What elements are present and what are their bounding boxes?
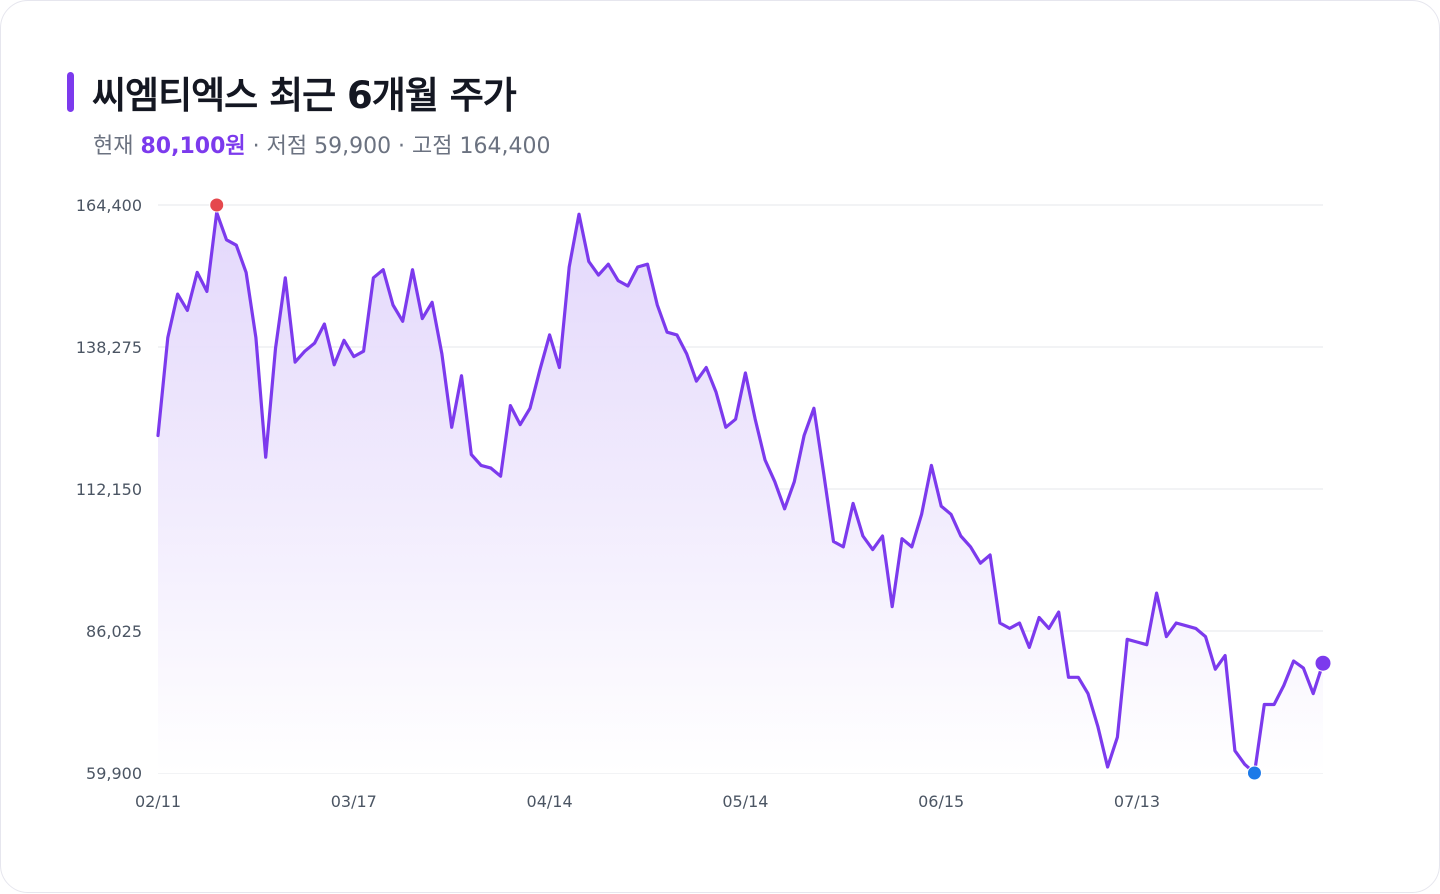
high-point-marker <box>209 197 225 213</box>
low-price: 저점 59,900 <box>266 134 392 159</box>
chart-title: 씨엠티엑스 최근 6개월 주가 <box>92 74 517 117</box>
x-tick-label: 02/11 <box>135 792 181 811</box>
x-tick-label: 07/13 <box>1114 792 1160 811</box>
high-price: 고점 164,400 <box>412 134 551 159</box>
x-tick-label: 06/15 <box>918 792 964 811</box>
price-area <box>158 212 1323 774</box>
y-tick-label: 86,025 <box>86 622 142 641</box>
current-point-marker <box>1314 654 1332 672</box>
current-label: 현재 <box>93 134 134 159</box>
x-tick-label: 03/17 <box>331 792 377 811</box>
separator: · <box>391 134 413 159</box>
marker-layer <box>209 197 1332 781</box>
title-accent-bar <box>67 72 74 112</box>
y-tick-label: 164,400 <box>76 196 142 215</box>
y-tick-label: 112,150 <box>76 480 142 499</box>
price-line <box>156 211 1325 775</box>
current-price: 80,100원 <box>140 134 246 159</box>
x-axis: 02/11 03/17 04/14 05/14 06/15 07/13 <box>135 792 1160 811</box>
price-summary: 현재 80,100원 · 저점 59,900 · 고점 164,400 <box>93 128 551 160</box>
title-row: 씨엠티엑스 최근 6개월 주가 <box>67 65 517 119</box>
y-tick-label: 138,275 <box>76 338 142 357</box>
separator: · <box>245 134 267 159</box>
y-axis: 164,400 138,275 112,150 86,025 59,900 <box>76 196 142 783</box>
y-tick-label: 59,900 <box>86 764 142 783</box>
low-point-marker <box>1246 765 1262 781</box>
series-layer <box>156 211 1325 775</box>
x-tick-label: 05/14 <box>722 792 768 811</box>
x-tick-label: 04/14 <box>527 792 573 811</box>
